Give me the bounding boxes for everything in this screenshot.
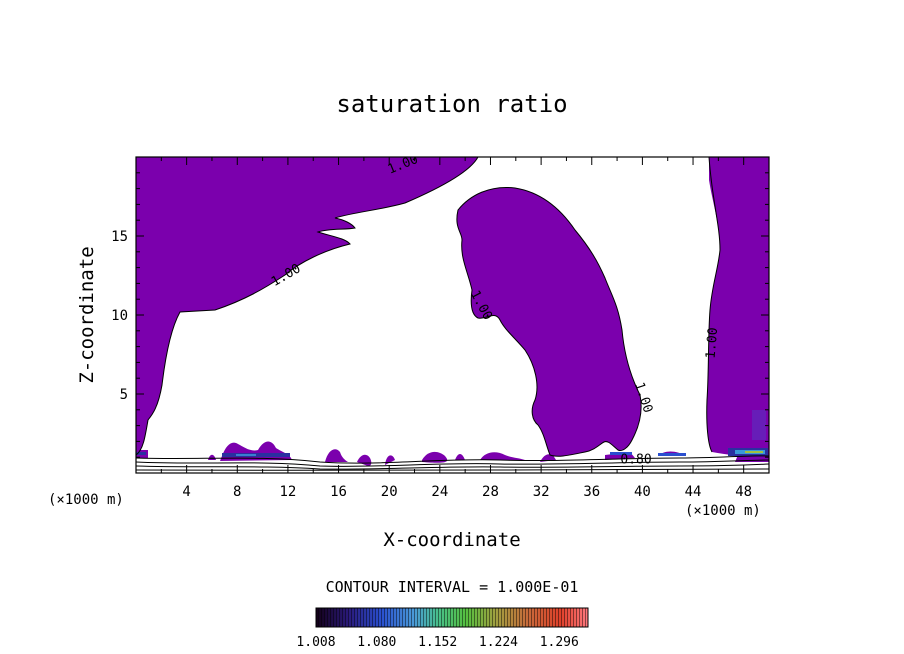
contour-lines-1-00 xyxy=(136,157,721,457)
y-tick-labels: 5 10 15 xyxy=(111,229,128,403)
colorbar-tick-label: 1.152 xyxy=(418,635,457,650)
colorbar-stripes xyxy=(316,608,588,627)
x-unit-right: (×1000 m) xyxy=(685,503,761,519)
x-tick-label: 44 xyxy=(685,484,702,500)
surface-contours xyxy=(136,455,769,471)
saturated-region-center xyxy=(456,187,642,457)
colorbar-tick-label: 1.008 xyxy=(296,635,335,650)
x-tick-label: 32 xyxy=(533,484,550,500)
y-tick-label: 15 xyxy=(111,229,128,245)
colorbar-tick-labels: 1.008 1.080 1.152 1.224 1.296 xyxy=(296,635,578,650)
colorbar-tick-label: 1.224 xyxy=(479,635,518,650)
x-axis-label: X-coordinate xyxy=(383,529,520,551)
x-tick-label: 28 xyxy=(482,484,499,500)
x-tick-label: 20 xyxy=(381,484,398,500)
high-value-spots xyxy=(136,410,768,457)
contour-label: 0.80 xyxy=(620,453,651,468)
axis-ticks xyxy=(136,157,769,473)
contour-label: 1.00 xyxy=(704,327,722,360)
colorbar xyxy=(315,607,589,628)
colorbar-tick-label: 1.080 xyxy=(357,635,396,650)
x-tick-label: 16 xyxy=(330,484,347,500)
x-unit-left: (×1000 m) xyxy=(48,492,124,508)
x-tick-label: 12 xyxy=(279,484,296,500)
y-tick-label: 10 xyxy=(111,308,128,324)
chart-title: saturation ratio xyxy=(336,90,567,118)
x-tick-label: 24 xyxy=(431,484,448,500)
saturated-region-right xyxy=(706,157,769,457)
x-tick-label: 48 xyxy=(735,484,752,500)
plot-area: 1.001.001.001.001.000.80 xyxy=(136,157,769,471)
x-tick-labels: 4 8 12 16 20 24 28 32 36 40 44 48 xyxy=(182,484,752,500)
y-tick-label: 5 xyxy=(120,387,128,403)
x-tick-label: 8 xyxy=(233,484,241,500)
x-tick-label: 40 xyxy=(634,484,651,500)
x-tick-label: 4 xyxy=(182,484,190,500)
colorbar-tick-label: 1.296 xyxy=(540,635,579,650)
y-axis-label: Z-coordinate xyxy=(76,246,98,383)
colorbar-frame xyxy=(315,607,589,628)
contour-interval-text: CONTOUR INTERVAL = 1.000E-01 xyxy=(326,578,579,596)
x-tick-label: 36 xyxy=(583,484,600,500)
saturated-region-left xyxy=(136,157,478,455)
